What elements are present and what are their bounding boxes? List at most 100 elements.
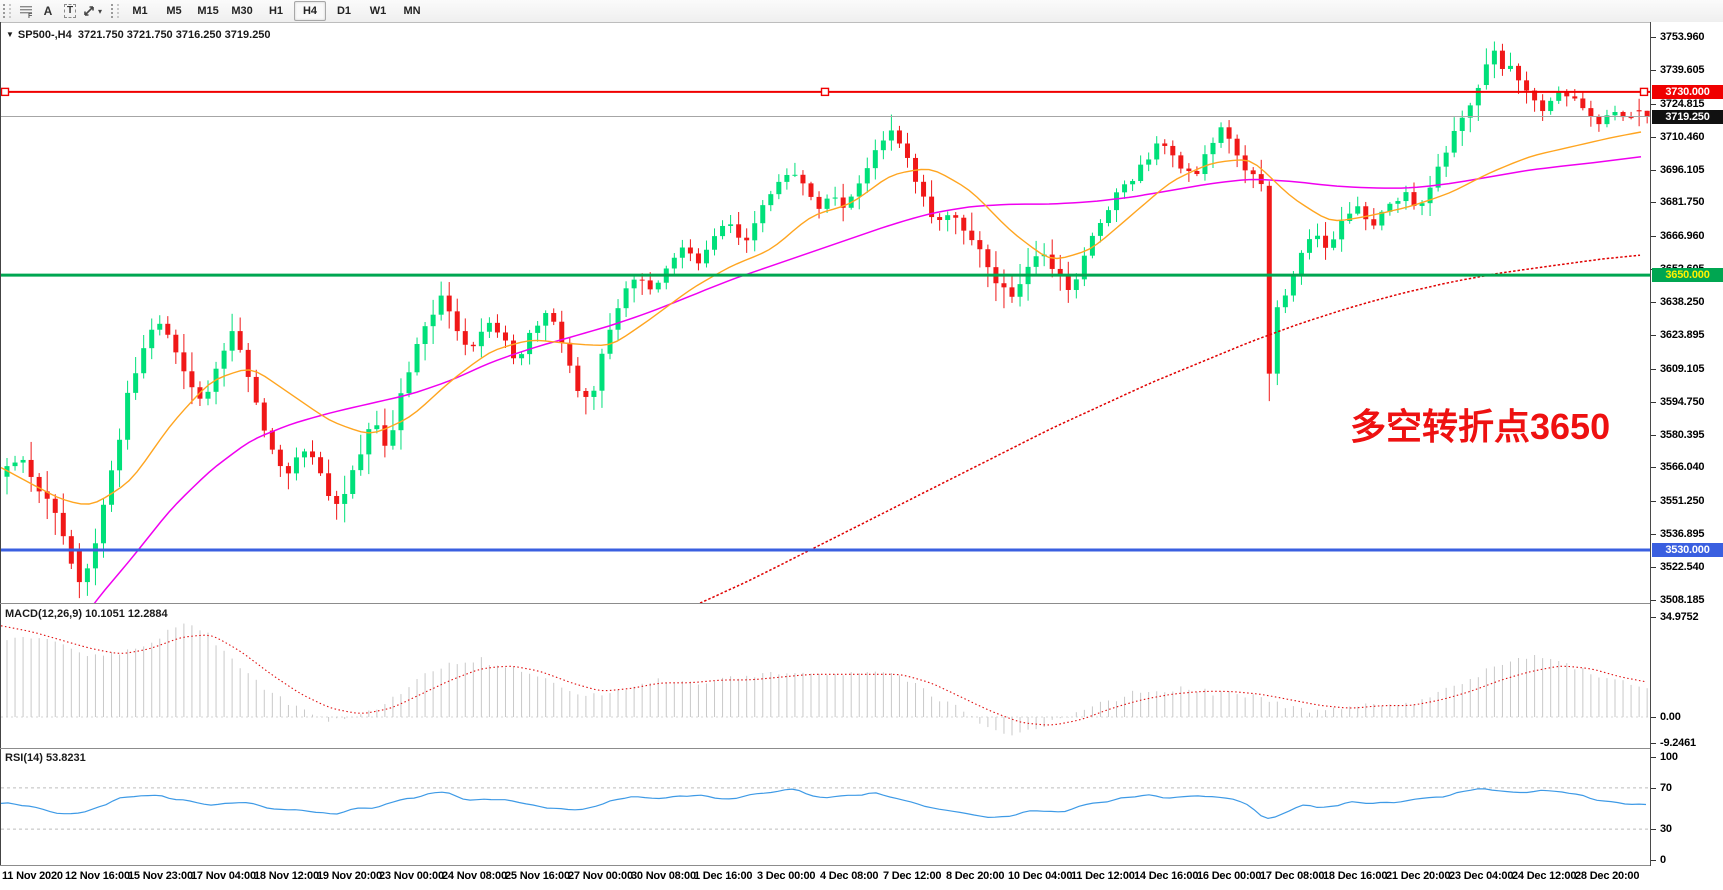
- bull-candle: [1154, 143, 1160, 160]
- bull-candle: [1467, 105, 1473, 118]
- bull-candle: [149, 329, 155, 349]
- price-tick-label: 3638.250: [1660, 296, 1705, 308]
- chart-title[interactable]: ▼ SP500-,H4 3721.750 3721.750 3716.250 37…: [6, 29, 271, 41]
- chevron-down-icon[interactable]: ▼: [6, 30, 14, 39]
- time-axis-label: 7 Dec 12:00: [883, 870, 942, 882]
- bull-candle: [1443, 152, 1449, 167]
- bull-candle: [1435, 166, 1441, 188]
- ma-mid-magenta-line: [93, 156, 1642, 603]
- price-line-box: 3530.000: [1652, 543, 1723, 557]
- bull-candle: [109, 470, 115, 505]
- bear-candle: [1628, 117, 1634, 119]
- bear-candle: [953, 215, 959, 218]
- time-axis-label: 28 Dec 20:00: [1575, 870, 1640, 882]
- timeframe-button-M15[interactable]: M15: [197, 5, 219, 17]
- bear-candle: [985, 249, 991, 268]
- bull-candle: [1403, 192, 1409, 202]
- toolbar-grip-2[interactable]: [111, 4, 120, 18]
- hline-drag-handle[interactable]: [820, 87, 830, 97]
- bull-candle: [430, 314, 436, 327]
- bear-candle: [462, 331, 468, 345]
- bull-candle: [1459, 117, 1465, 131]
- timeframe-button-H1[interactable]: H1: [268, 5, 284, 17]
- main-chart-canvas[interactable]: [1, 22, 1650, 603]
- bull-candle: [414, 344, 420, 373]
- main-macd-splitter[interactable]: [0, 603, 1723, 604]
- bull-candle: [591, 390, 597, 397]
- time-axis-label: 19 Nov 20:00: [317, 870, 382, 882]
- bear-candle: [1516, 65, 1522, 81]
- hline-drag-handle[interactable]: [1, 87, 10, 97]
- price-line-box: 3730.000: [1652, 85, 1723, 99]
- bull-candle: [1089, 235, 1095, 256]
- bear-candle: [60, 512, 66, 537]
- bull-candle: [752, 223, 758, 241]
- price-tick-label: 3753.960: [1660, 31, 1705, 43]
- rsi-tick-label: 30: [1660, 823, 1672, 835]
- bull-candle: [679, 247, 685, 258]
- macd-tick-label: 34.9752: [1660, 611, 1699, 623]
- font-a-icon[interactable]: A: [43, 4, 53, 18]
- chart-rows-f-icon[interactable]: F: [16, 2, 36, 20]
- bull-candle: [374, 425, 380, 430]
- time-axis-label: 30 Nov 08:00: [631, 870, 696, 882]
- bull-candle: [221, 350, 227, 369]
- time-axis-label: 24 Nov 08:00: [442, 870, 507, 882]
- bear-candle: [285, 466, 291, 474]
- bear-candle: [1588, 108, 1594, 117]
- axis-tick: [1651, 37, 1656, 38]
- axis-tick: [1651, 335, 1656, 336]
- timeframe-button-M1[interactable]: M1: [132, 5, 148, 17]
- toolbar-grip[interactable]: [3, 4, 11, 18]
- axis-tick: [1651, 757, 1656, 758]
- bull-candle: [100, 504, 106, 544]
- bull-candle: [398, 393, 404, 431]
- bear-candle: [1057, 268, 1063, 277]
- macd-tick-label: -9.2461: [1660, 737, 1696, 749]
- bear-candle: [1540, 100, 1546, 112]
- timeframe-button-M5[interactable]: M5: [166, 5, 182, 17]
- text-box-t-icon[interactable]: T: [60, 2, 80, 20]
- bull-candle: [1306, 239, 1312, 253]
- time-axis-label: 12 Nov 16:00: [65, 870, 130, 882]
- bear-candle: [1363, 206, 1369, 220]
- bear-candle: [969, 230, 975, 241]
- bear-candle: [1371, 219, 1377, 226]
- rsi-panel-canvas[interactable]: [1, 749, 1650, 865]
- bear-candle: [310, 451, 316, 458]
- bull-candle: [12, 462, 18, 467]
- chart-text-annotation[interactable]: 多空转折点3650: [1350, 406, 1611, 447]
- timeframe-button-MN[interactable]: MN: [403, 5, 421, 17]
- bull-candle: [1202, 154, 1208, 175]
- time-axis-label: 23 Dec 04:00: [1449, 870, 1514, 882]
- bear-candle: [961, 217, 967, 231]
- cursor-dropdown-caret[interactable]: ▾: [98, 6, 103, 16]
- bull-candle: [229, 331, 235, 351]
- timeframe-button-W1[interactable]: W1: [369, 5, 387, 17]
- bull-candle: [728, 224, 734, 226]
- cursor-arrows-icon[interactable]: ▾: [82, 2, 102, 20]
- bull-candle: [1097, 223, 1103, 236]
- bear-candle: [840, 197, 846, 208]
- bear-candle: [253, 376, 259, 403]
- timeframe-button-D1[interactable]: D1: [336, 5, 352, 17]
- bull-candle: [1379, 211, 1385, 226]
- timeframe-button-H4[interactable]: H4: [294, 1, 327, 21]
- price-tick-label: 3508.185: [1660, 594, 1705, 606]
- bear-candle: [28, 459, 34, 477]
- time-axis-label: 15 Nov 23:00: [128, 870, 193, 882]
- time-axis-label: 4 Dec 08:00: [820, 870, 879, 882]
- bull-candle: [535, 325, 541, 333]
- time-axis-label: 18 Dec 16:00: [1323, 870, 1388, 882]
- macd-panel-canvas[interactable]: [1, 604, 1650, 748]
- bull-candle: [92, 543, 98, 569]
- price-tick-label: 3594.750: [1660, 396, 1705, 408]
- time-axis-label: 1 Dec 16:00: [694, 870, 753, 882]
- timeframe-button-M30[interactable]: M30: [231, 5, 253, 17]
- price-tick-label: 3580.395: [1660, 429, 1705, 441]
- chart-left-border: [0, 22, 1, 866]
- macd-rsi-splitter[interactable]: [0, 748, 1723, 749]
- axis-tick: [1651, 717, 1656, 718]
- hline-drag-handle[interactable]: [1639, 87, 1649, 97]
- price-tick-label: 3696.105: [1660, 164, 1705, 176]
